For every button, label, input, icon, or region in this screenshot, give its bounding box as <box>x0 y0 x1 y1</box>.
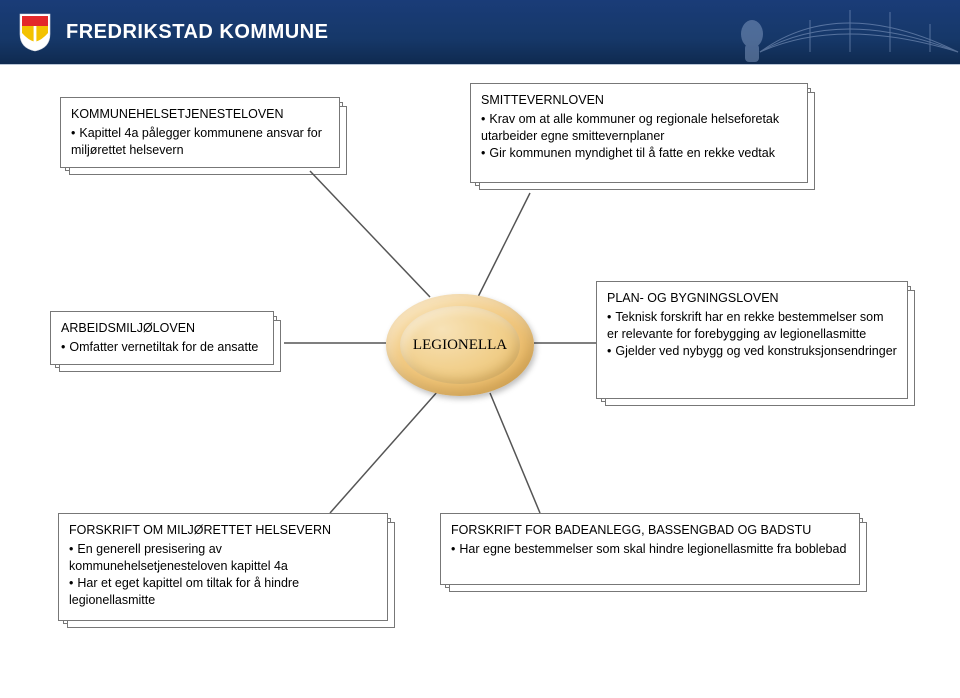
box-title: KOMMUNEHELSETJENESTELOVEN <box>71 106 329 123</box>
box-kommunehelsetjenesteloven: KOMMUNEHELSETJENESTELOVEN Kapittel 4a på… <box>60 97 340 168</box>
box-bullets: Kapittel 4a pålegger kommunene ansvar fo… <box>71 125 329 159</box>
bullet-item: Kapittel 4a pålegger kommunene ansvar fo… <box>71 125 329 159</box>
box-bullets: Omfatter vernetiltak for de ansatte <box>61 339 263 356</box>
bullet-item: En generell presisering av kommunehelset… <box>69 541 377 575</box>
box-plan-og-bygningsloven: PLAN- OG BYGNINGSLOVEN Teknisk forskrift… <box>596 281 908 399</box>
box-title: FORSKRIFT FOR BADEANLEGG, BASSENGBAD OG … <box>451 522 849 539</box>
header-title: FREDRIKSTAD KOMMUNE <box>66 21 328 44</box>
box-bullets: Krav om at alle kommuner og regionale he… <box>481 111 797 162</box>
bullet-item: Krav om at alle kommuner og regionale he… <box>481 111 797 145</box>
bullet-item: Gjelder ved nybygg og ved konstruksjonse… <box>607 343 897 360</box>
connector-line <box>310 171 430 297</box>
box-bullets: Teknisk forskrift har en rekke bestemmel… <box>607 309 897 360</box>
center-ellipse-label: LEGIONELLA <box>413 337 507 354</box>
box-forskrift-miljorettet-helsevern: FORSKRIFT OM MILJØRETTET HELSEVERN En ge… <box>58 513 388 621</box>
header-art-icon <box>720 0 960 64</box>
box-title: FORSKRIFT OM MILJØRETTET HELSEVERN <box>69 522 377 539</box>
bullet-item: Gir kommunen myndighet til å fatte en re… <box>481 145 797 162</box>
header-bar: FREDRIKSTAD KOMMUNE <box>0 0 960 64</box>
bullet-item: Har egne bestemmelser som skal hindre le… <box>451 541 849 558</box>
box-bullets: Har egne bestemmelser som skal hindre le… <box>451 541 849 558</box>
connector-line <box>490 393 540 513</box>
municipality-shield-icon <box>18 12 52 52</box>
diagram-canvas: LEGIONELLA KOMMUNEHELSETJENESTELOVEN Kap… <box>0 65 960 698</box>
box-smittevernloven: SMITTEVERNLOVEN Krav om at alle kommuner… <box>470 83 808 183</box>
box-title: SMITTEVERNLOVEN <box>481 92 797 109</box>
connector-line <box>478 193 530 297</box>
box-forskrift-badeanlegg: FORSKRIFT FOR BADEANLEGG, BASSENGBAD OG … <box>440 513 860 585</box>
connector-line <box>330 391 438 513</box>
bullet-item: Teknisk forskrift har en rekke bestemmel… <box>607 309 897 343</box>
box-bullets: En generell presisering av kommunehelset… <box>69 541 377 609</box>
box-arbeidsmiljoloven: ARBEIDSMILJØLOVEN Omfatter vernetiltak f… <box>50 311 274 365</box>
bullet-item: Har et eget kapittel om tiltak for å hin… <box>69 575 377 609</box>
bullet-item: Omfatter vernetiltak for de ansatte <box>61 339 263 356</box>
center-ellipse-inner: LEGIONELLA <box>400 306 520 384</box>
box-title: PLAN- OG BYGNINGSLOVEN <box>607 290 897 307</box>
center-ellipse-outer: LEGIONELLA <box>386 294 534 396</box>
box-title: ARBEIDSMILJØLOVEN <box>61 320 263 337</box>
